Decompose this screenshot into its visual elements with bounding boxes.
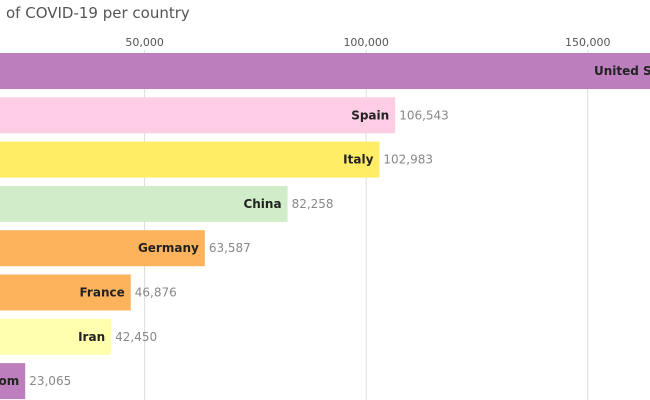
bar [0,53,650,89]
bar [0,363,26,400]
bar-category-label: Italy [343,153,373,167]
bar [0,185,288,222]
bar [0,141,380,178]
x-tick-label: 150,000 [565,36,611,49]
bar [0,230,205,267]
bar-value-label: 42,450 [115,330,157,344]
bar-value-label: 23,065 [29,374,71,388]
x-tick-label: 100,000 [343,36,389,49]
bar-category-label: om [0,374,19,388]
bar-value-label: 102,983 [383,153,433,167]
bar-category-label: France [80,286,125,300]
bar-category-label: United St [594,64,650,78]
bar-value-label: 63,587 [209,241,251,255]
bar-value-label: 46,876 [135,286,177,300]
bar [0,318,112,355]
bar-category-label: Germany [138,241,199,255]
bar-value-label: 106,543 [399,108,449,122]
bar [0,97,396,134]
bar-category-label: Spain [351,108,389,122]
chart-title: of COVID-19 per country [6,4,190,22]
bar-category-label: Iran [78,330,105,344]
x-tick-label: 50,000 [125,36,164,49]
bar [0,274,131,311]
bar-category-label: China [243,197,281,211]
bar-value-label: 82,258 [292,197,334,211]
